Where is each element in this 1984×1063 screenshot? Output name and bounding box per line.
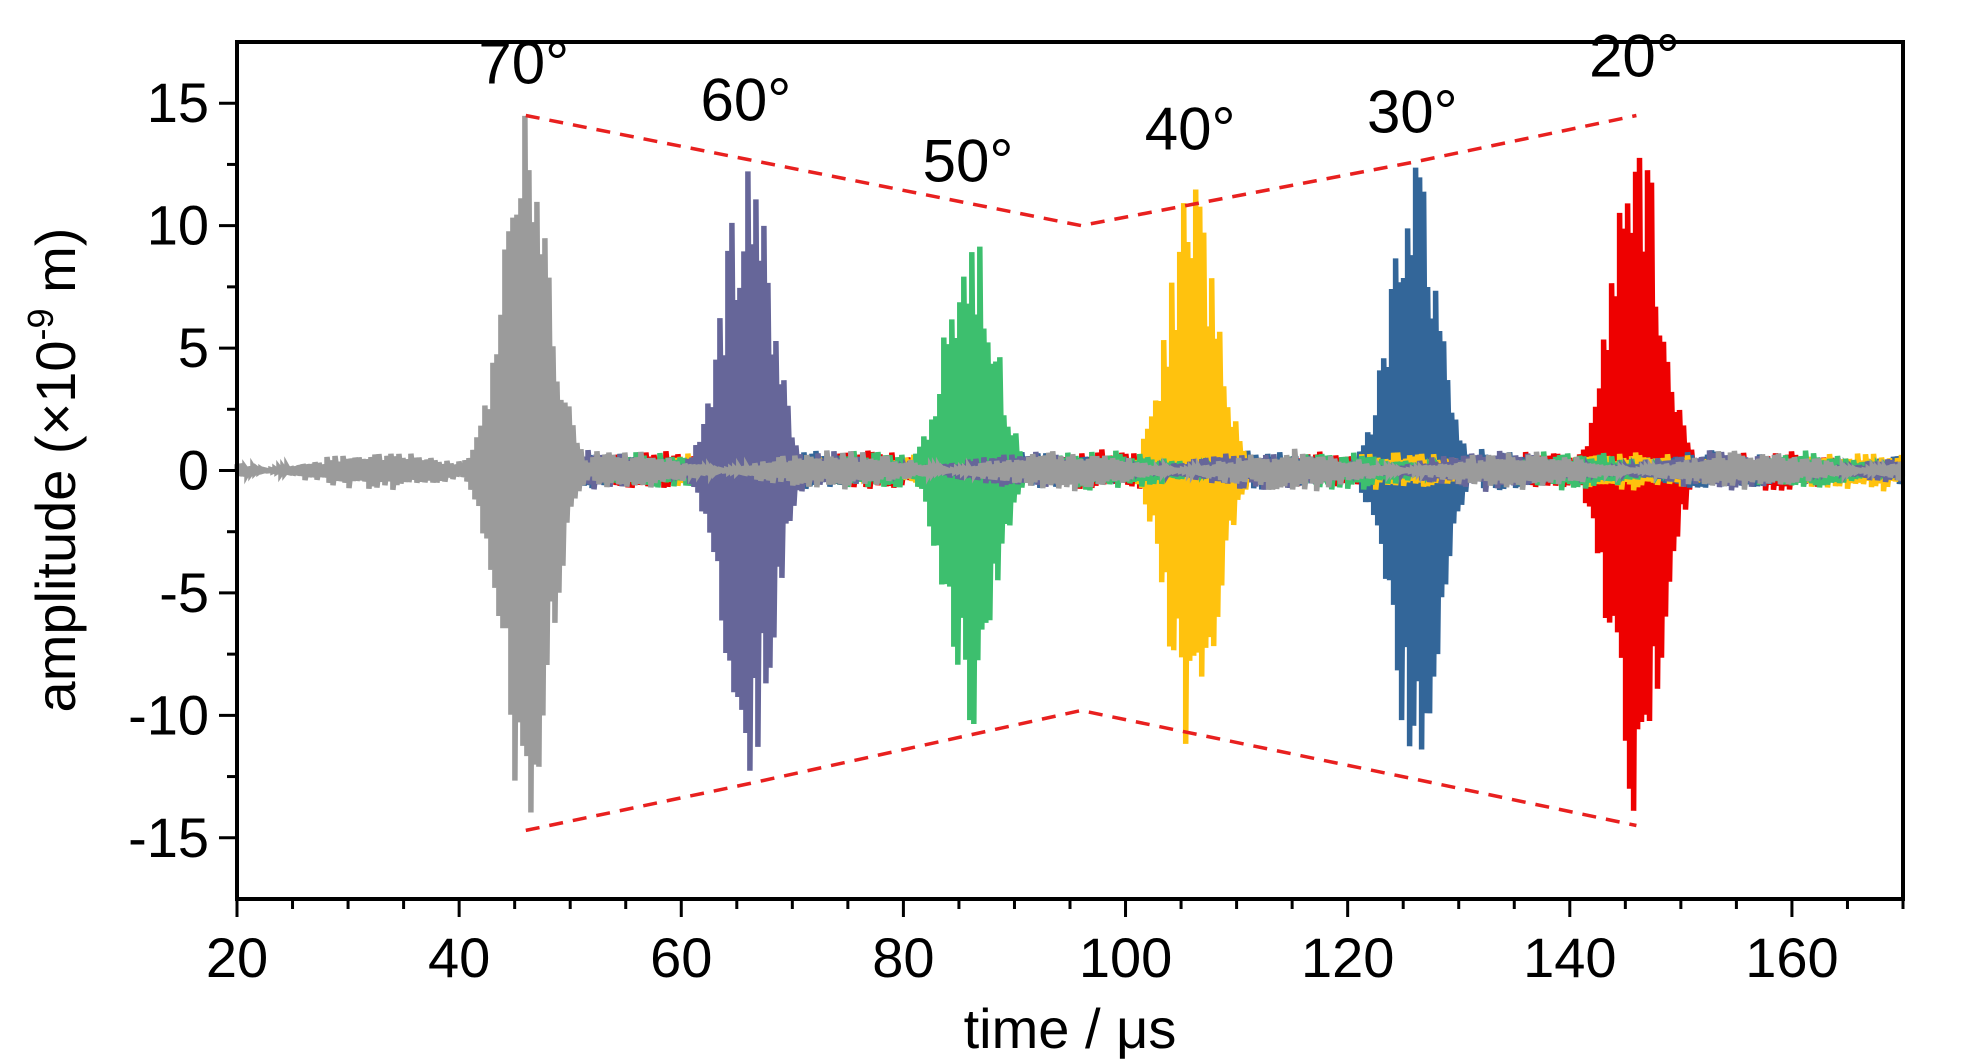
angle-label: 50° [923, 128, 1014, 195]
x-axis: 20 40 60 80 100 120 140 160 [206, 899, 1905, 989]
x-tick-label: 120 [1301, 926, 1394, 989]
angle-label: 70° [478, 30, 569, 97]
waveforms [234, 115, 1906, 813]
y-tick-label: -5 [159, 561, 209, 624]
angle-label: 20° [1589, 22, 1680, 89]
x-tick-label: 60 [650, 926, 712, 989]
envelope-lower [525, 708, 1637, 833]
envelope-upper [525, 113, 1637, 228]
angle-label: 30° [1367, 79, 1458, 146]
y-tick-label: -15 [128, 806, 209, 869]
x-tick-label: 100 [1079, 926, 1172, 989]
y-tick-label: 15 [147, 71, 209, 134]
angle-label: 40° [1145, 96, 1236, 163]
y-tick-label: 5 [178, 316, 209, 379]
x-tick-label: 140 [1523, 926, 1616, 989]
y-tick-label: 10 [147, 194, 209, 257]
x-tick-label: 160 [1745, 926, 1838, 989]
angle-label: 60° [701, 66, 792, 133]
y-axis-title: amplitude (×10-9 m) [20, 228, 87, 713]
x-axis-title: time / μs [964, 997, 1177, 1060]
y-axis: -15 -10 -5 0 5 10 15 [128, 71, 237, 869]
x-tick-label: 80 [872, 926, 934, 989]
x-tick-label: 20 [206, 926, 268, 989]
y-tick-label: -10 [128, 683, 209, 746]
y-tick-label: 0 [178, 439, 209, 502]
peak-labels: 70° 60° 50° 40° 30° 20° [478, 22, 1679, 194]
waveform-70° [234, 115, 1906, 813]
envelope [525, 113, 1637, 833]
x-tick-label: 40 [428, 926, 490, 989]
series-70° [234, 115, 1906, 813]
